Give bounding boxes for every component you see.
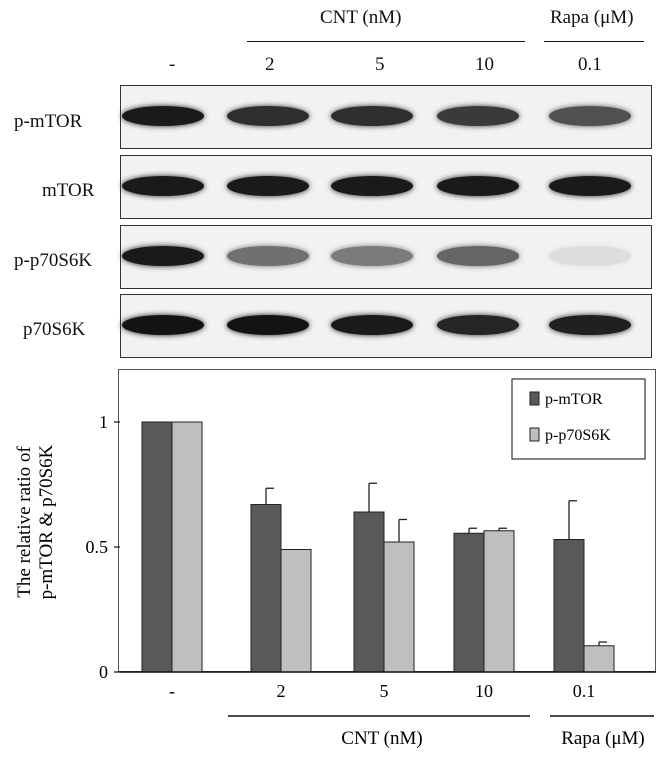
blot-row-label: p-p70S6K xyxy=(14,250,93,271)
bar-p-mTOR xyxy=(250,504,282,673)
y-tick-label: 1 xyxy=(99,412,108,432)
blot-row-label: p-mTOR xyxy=(14,111,83,132)
blot-band xyxy=(549,246,631,266)
cnt-group-label: CNT (nM) xyxy=(341,728,422,749)
blot-group-header-cnt: CNT (nM) xyxy=(320,7,402,28)
y-tick-label: 0.5 xyxy=(86,537,109,557)
x-tick-label: - xyxy=(169,681,175,701)
blot-band xyxy=(122,246,204,266)
legend-label: p-p70S6K xyxy=(545,427,611,444)
bar-p-p70S6K xyxy=(483,530,515,673)
blot-rapa-bracket xyxy=(544,41,644,42)
blot-band xyxy=(331,106,413,126)
blot-band xyxy=(227,106,309,126)
blot-cnt-bracket xyxy=(247,41,525,42)
y-tick-label: 0 xyxy=(99,662,108,682)
blot-band xyxy=(549,315,631,335)
blot-band xyxy=(331,176,413,196)
blot-band xyxy=(331,315,413,335)
blot-band xyxy=(331,246,413,266)
bar-p-mTOR xyxy=(353,511,385,673)
bar-p-mTOR xyxy=(141,421,173,673)
blot-band xyxy=(122,176,204,196)
blot-band xyxy=(437,246,519,266)
blot-row-label: mTOR xyxy=(42,180,95,201)
blot-band xyxy=(437,176,519,196)
blot-band xyxy=(437,315,519,335)
blot-group-header-rapa: Rapa (μM) xyxy=(550,7,634,28)
blot-lane-label: - xyxy=(169,54,176,75)
blot-lane-label: 0.1 xyxy=(578,54,602,75)
blot-band xyxy=(227,176,309,196)
bar-p-mTOR xyxy=(553,539,585,673)
bar-p-p70S6K xyxy=(583,645,615,673)
blot-lane-label: 10 xyxy=(475,54,494,75)
bar-p-p70S6K xyxy=(383,541,415,673)
bar-p-p70S6K xyxy=(171,421,203,673)
y-axis-title: The relative ratio of xyxy=(14,446,35,598)
blot-row-label: p70S6K xyxy=(23,319,86,340)
y-axis-title: p-mTOR & p70S6K xyxy=(36,444,57,599)
bar-p-mTOR xyxy=(453,532,485,673)
x-tick-label: 0.1 xyxy=(573,681,596,701)
blot-lane-label: 5 xyxy=(375,54,385,75)
blot-band xyxy=(549,106,631,126)
blot-band xyxy=(437,106,519,126)
blot-band xyxy=(122,315,204,335)
legend-swatch xyxy=(529,427,540,442)
blot-band xyxy=(227,246,309,266)
legend-swatch xyxy=(529,391,540,406)
x-tick-label: 10 xyxy=(475,681,493,701)
bar-p-p70S6K xyxy=(280,549,312,673)
blot-band xyxy=(122,106,204,126)
blot-band xyxy=(549,176,631,196)
x-tick-label: 5 xyxy=(380,681,389,701)
x-tick-label: 2 xyxy=(277,681,286,701)
blot-lane-label: 2 xyxy=(265,54,275,75)
rapa-group-label: Rapa (μM) xyxy=(561,728,645,749)
legend-label: p-mTOR xyxy=(545,391,603,408)
blot-band xyxy=(227,315,309,335)
